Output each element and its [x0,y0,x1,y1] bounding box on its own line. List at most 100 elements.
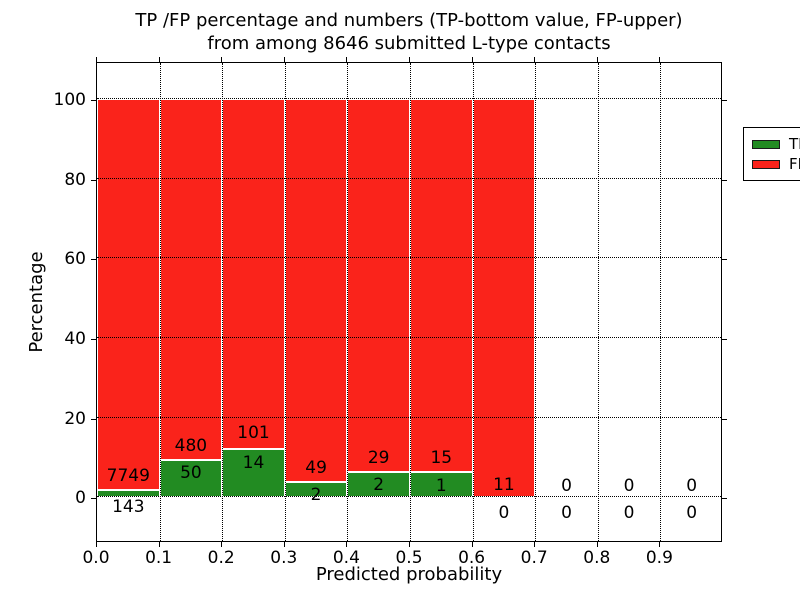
x-tick-bottom-0.9 [659,542,661,547]
y-gridline-100 [97,98,721,100]
y-tick-right-100 [722,100,727,102]
x-tick-label-0.5: 0.5 [395,548,423,568]
legend-entry-tp: TP [752,134,800,154]
y-tick-right-20 [722,418,727,420]
y-tick-label-100: 100 [53,90,86,111]
x-tick-top-0.6 [471,57,473,62]
fp-count-label-5: 15 [430,448,453,469]
x-tick-bottom-0.3 [283,542,285,547]
y-tick-left-0 [91,498,96,500]
y-tick-left-40 [91,339,96,340]
x-tick-label-0.2: 0.2 [207,548,235,568]
bar-fp-6 [472,99,536,498]
tp-count-label-4: 2 [373,475,385,496]
legend-label-tp: TP [789,135,800,153]
x-tick-top-0.3 [283,57,285,62]
x-tick-bottom-0.5 [409,542,410,547]
bar-fp-3 [284,99,348,482]
bar-fp-1 [159,99,223,460]
fp-count-label-2: 101 [237,423,270,444]
fp-count-label-1: 480 [174,435,208,456]
x-tick-label-0.1: 0.1 [145,548,173,568]
y-tick-right-0 [722,498,727,500]
x-tick-bottom-0.0 [96,542,97,547]
x-gridline-0.7 [535,63,537,541]
x-tick-bottom-0.2 [221,542,223,547]
y-tick-label-20: 20 [64,408,86,429]
y-tick-label-80: 80 [64,169,86,190]
tp-count-label-3: 2 [310,485,322,506]
chart-title: TP /FP percentage and numbers (TP-bottom… [96,9,722,55]
x-gridline-0.4 [347,63,349,541]
x-tick-label-0.0: 0.0 [82,548,110,568]
y-tick-label-40: 40 [64,329,86,349]
x-tick-top-0.4 [346,57,348,62]
y-tick-left-80 [91,179,96,181]
x-tick-label-0.7: 0.7 [520,548,548,568]
legend-label-fp: FP [789,155,800,173]
x-tick-top-0.9 [659,57,661,62]
tp-count-label-6: 0 [498,503,510,524]
x-tick-label-0.8: 0.8 [583,548,611,568]
legend-swatch-tp-icon [752,139,780,149]
fp-count-label-4: 29 [367,448,390,469]
y-gridline-20 [97,416,721,418]
y-gridline-0 [97,496,721,498]
tp-count-label-9: 0 [686,503,698,524]
x-tick-top-0.0 [96,57,97,62]
x-tick-label-0.4: 0.4 [332,548,360,568]
y-tick-left-100 [91,100,96,102]
x-tick-label-0.3: 0.3 [270,548,298,568]
fp-count-label-6: 11 [493,475,515,496]
chart-title-line-1: TP /FP percentage and numbers (TP-bottom… [135,10,683,31]
x-gridline-0.3 [284,63,286,541]
fp-count-label-7: 0 [561,476,572,497]
y-tick-right-40 [722,339,727,340]
legend-swatch-fp-icon [752,159,780,169]
x-gridline-0.9 [660,63,662,541]
tp-count-label-0: 143 [112,496,145,517]
tp-count-label-8: 0 [623,503,635,524]
fp-count-label-0: 7749 [106,466,150,487]
x-tick-bottom-0.4 [346,542,348,547]
x-gridline-0.8 [597,63,599,541]
y-gridline-80 [97,177,721,179]
x-tick-label-0.9: 0.9 [645,548,673,568]
fp-count-label-9: 0 [686,476,698,497]
tp-count-label-5: 1 [435,476,447,497]
x-tick-top-0.1 [158,57,160,62]
x-tick-bottom-0.1 [158,542,160,547]
x-tick-label-0.6: 0.6 [458,548,486,568]
plot-area: TP FP 7749143480501011449229215111000000… [96,62,800,542]
x-gridline-0.1 [159,63,161,541]
tp-count-label-1: 50 [180,463,202,484]
x-tick-top-0.7 [534,57,536,62]
legend: TP FP [743,127,800,181]
y-tick-label-0: 0 [75,488,86,509]
x-tick-bottom-0.7 [534,542,536,547]
x-axis-label: Predicted probability [315,564,503,585]
legend-entry-fp: FP [752,154,800,174]
x-gridline-0.5 [410,63,411,541]
x-tick-bottom-0.6 [471,542,473,547]
y-tick-left-60 [91,259,96,261]
tp-count-label-2: 14 [242,453,265,474]
bar-fp-0 [97,99,160,491]
x-gridline-0.2 [222,63,224,541]
tp-count-label-7: 0 [561,503,572,524]
fp-count-label-3: 49 [305,458,327,479]
chart-title-line-2: from among 8646 submitted L-type contact… [207,33,611,54]
x-tick-bottom-0.8 [596,542,598,547]
x-tick-top-0.2 [221,57,223,62]
x-tick-top-0.5 [409,57,410,62]
y-tick-right-80 [722,179,727,181]
y-tick-label-60: 60 [64,249,86,270]
x-gridline-0.6 [472,63,474,541]
fp-count-label-8: 0 [623,476,635,497]
y-gridline-60 [97,257,721,259]
y-tick-right-60 [722,259,727,261]
y-gridline-40 [97,337,721,339]
y-tick-left-20 [91,418,96,420]
x-tick-top-0.8 [596,57,598,62]
